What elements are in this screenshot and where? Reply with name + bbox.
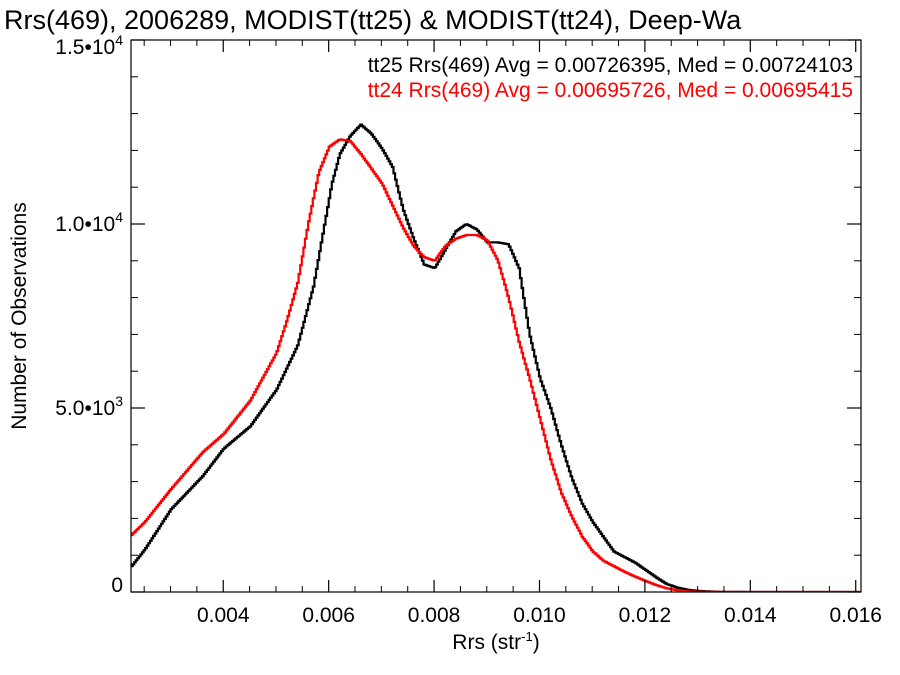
x-tick-label: 0.016 [829, 604, 882, 627]
series-line-0 [131, 123, 860, 592]
y-axis: 0 5.0•103 1.0•104 1.5•104 [55, 32, 861, 597]
plot-frame [130, 39, 862, 593]
x-tick-label: 0.012 [619, 604, 672, 627]
x-tick-label: 0.004 [197, 604, 250, 627]
series-layer [131, 123, 860, 592]
y-tick-label: 1.0•104 [55, 209, 123, 236]
x-tick-label: 0.006 [302, 604, 355, 627]
x-axis: 0.004 0.006 0.008 0.010 0.012 0.014 0.016 [143, 40, 882, 627]
x-tick-label: 0.014 [724, 604, 777, 627]
y-tick-label: 5.0•103 [55, 393, 123, 420]
x-axis-label: Rrs (str-1) [452, 629, 539, 654]
x-tick-label: 0.008 [408, 604, 461, 627]
y-tick-label: 0 [111, 574, 123, 597]
legend: tt25 Rrs(469) Avg = 0.00726395, Med = 0.… [368, 54, 853, 102]
series-line-1 [131, 138, 860, 592]
y-tick-label: 1.5•104 [55, 32, 123, 59]
x-tick-label: 0.010 [513, 604, 566, 627]
y-axis-label: Number of Observations [8, 202, 31, 430]
legend-entry-1: tt24 Rrs(469) Avg = 0.00695726, Med = 0.… [368, 79, 853, 102]
x-axis-label-superscript: -1 [521, 629, 533, 644]
legend-entry-0: tt25 Rrs(469) Avg = 0.00726395, Med = 0.… [368, 54, 853, 77]
chart-title: Rrs(469), 2006289, MODIST(tt25) & MODIST… [4, 5, 742, 35]
